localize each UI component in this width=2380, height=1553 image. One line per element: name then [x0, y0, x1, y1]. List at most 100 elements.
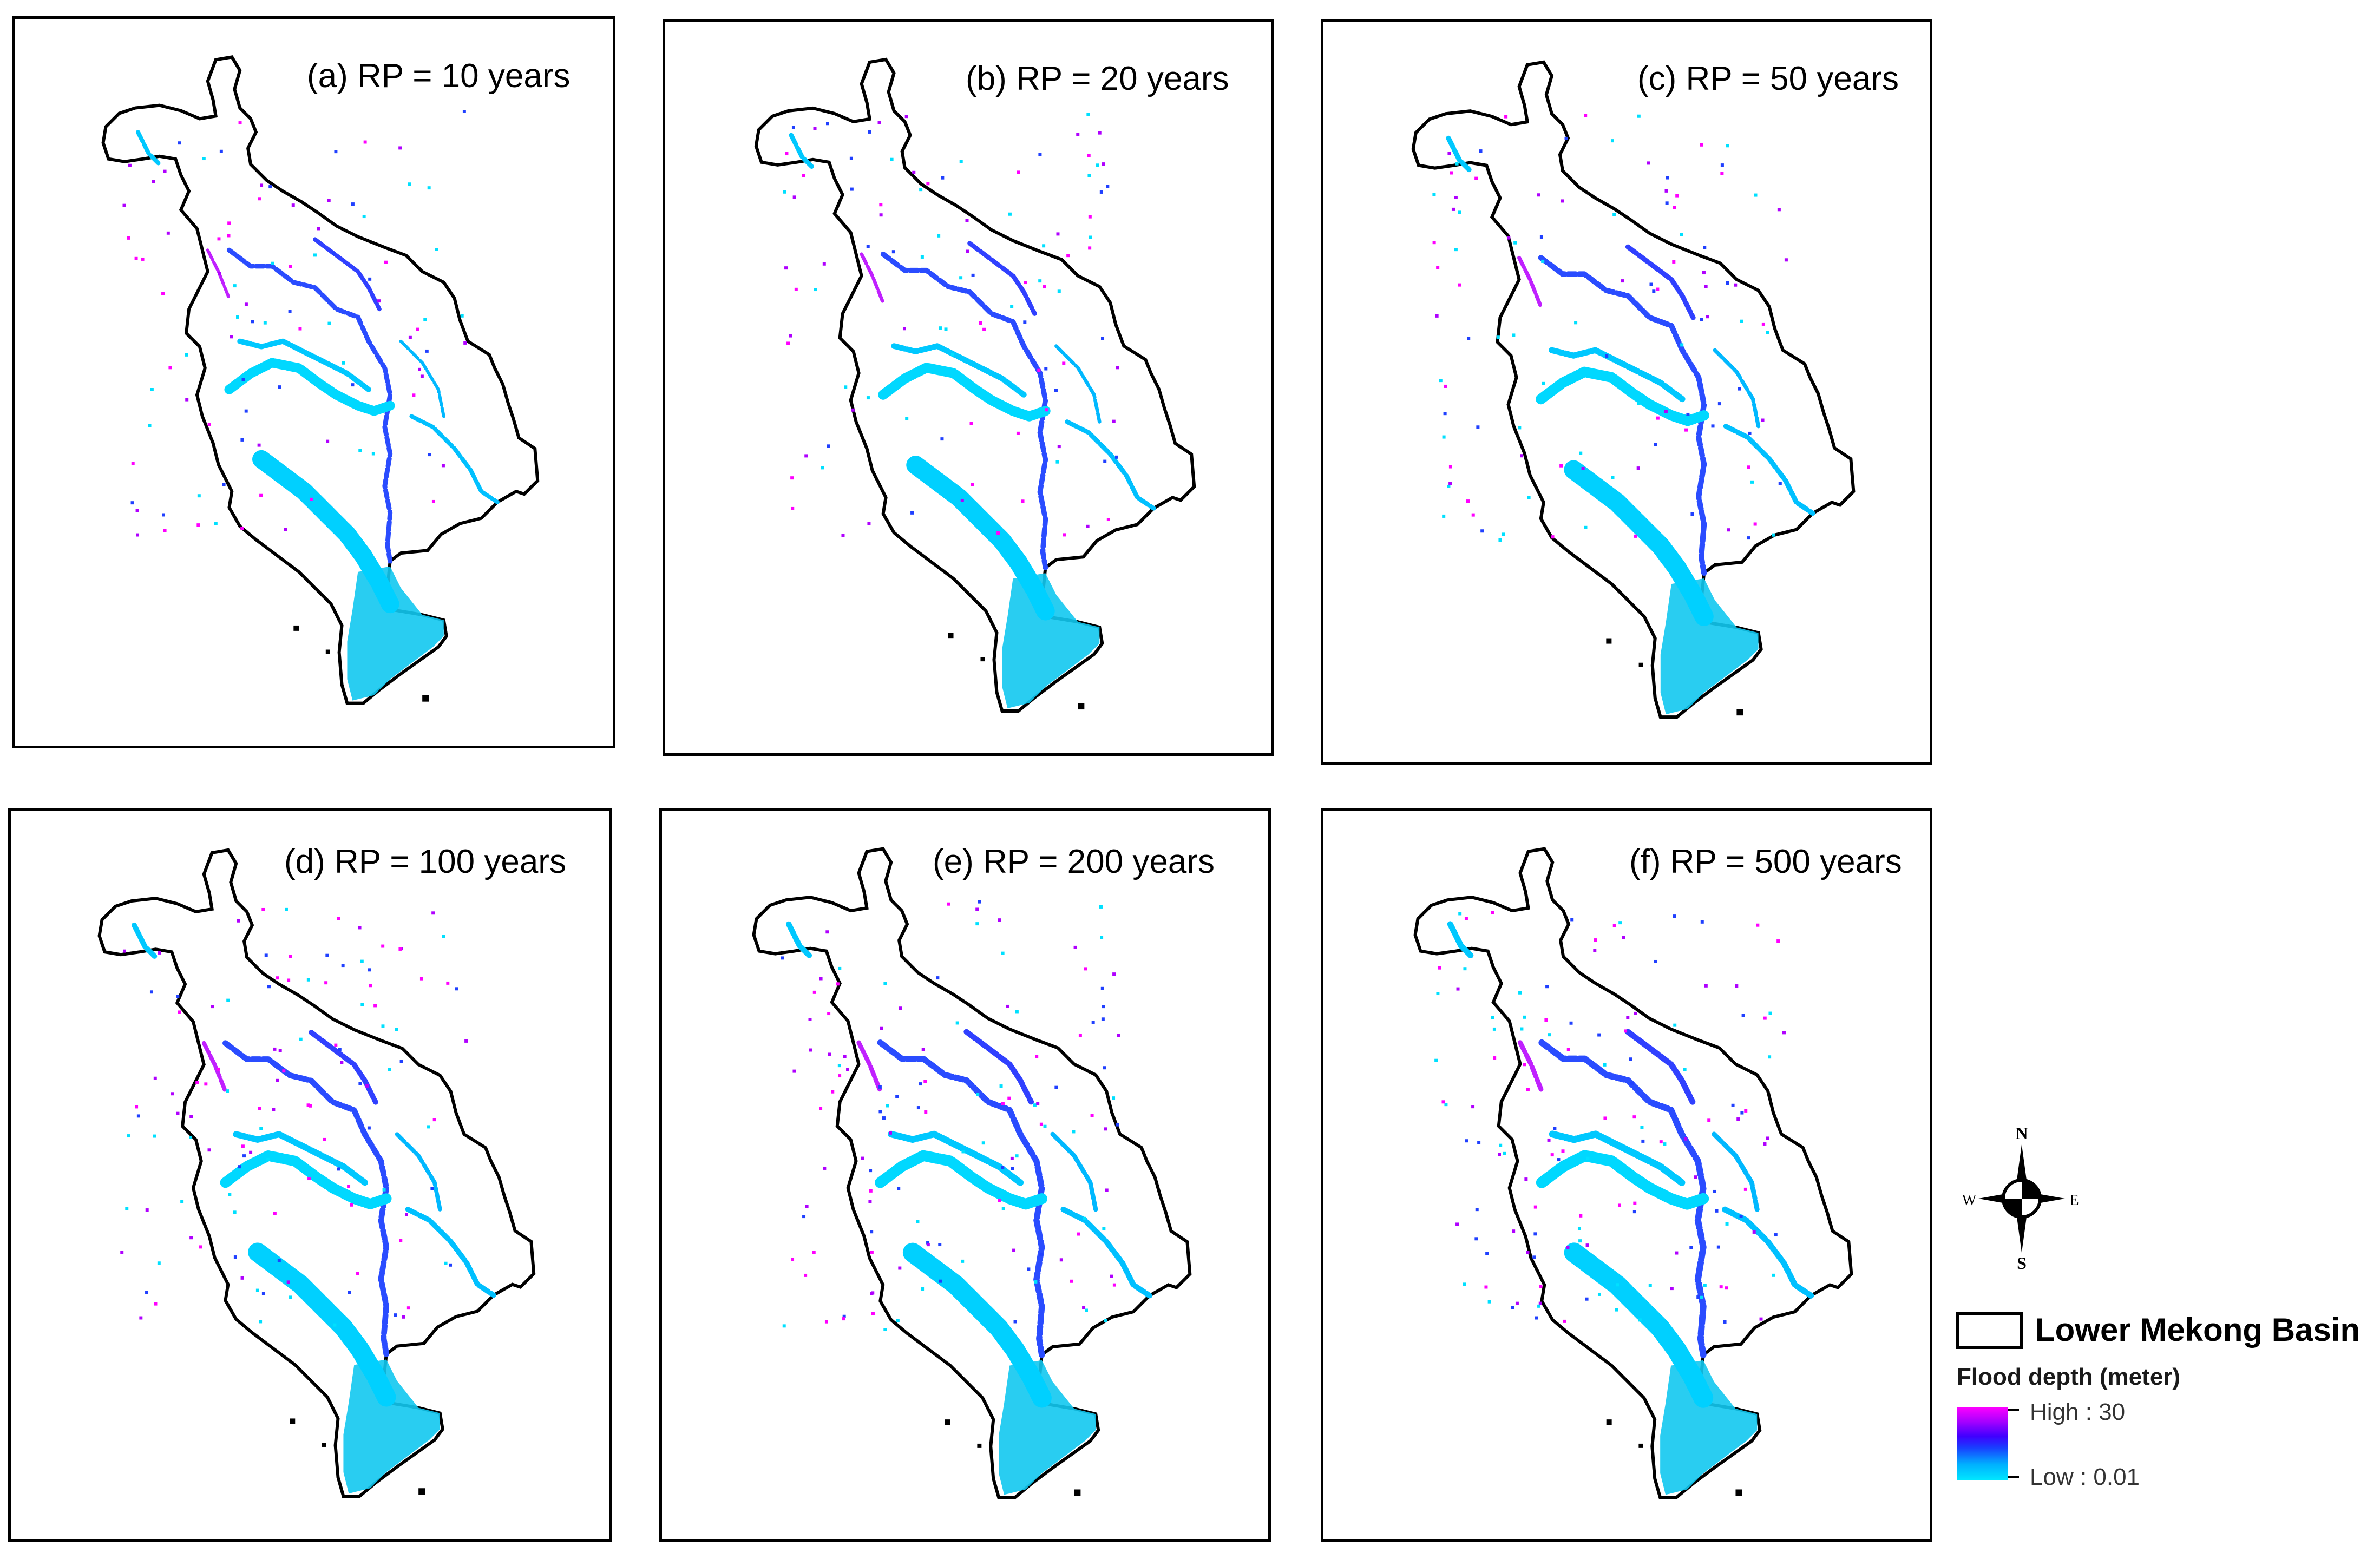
- flood-pixel: [358, 449, 362, 452]
- flood-pixel: [805, 1205, 809, 1208]
- flood-pixel: [1526, 1251, 1530, 1254]
- flood-pixel: [912, 170, 916, 174]
- flood-pixel: [180, 1200, 184, 1203]
- flood-channel: [1722, 1206, 1814, 1299]
- flood-pixel: [1104, 1319, 1107, 1322]
- flood-pixel: [428, 453, 431, 457]
- flood-channel: [313, 237, 382, 312]
- flood-pixel: [1054, 1085, 1058, 1089]
- flood-pixel: [1542, 381, 1545, 385]
- flood-pixel: [373, 1004, 377, 1008]
- flood-pixel: [273, 1212, 277, 1215]
- flood-pixel: [1726, 281, 1729, 285]
- flood-pixel: [1766, 1136, 1769, 1140]
- flood-pixel: [1719, 1285, 1723, 1289]
- flood-pixel: [1566, 1246, 1570, 1249]
- flood-pixel: [141, 257, 145, 261]
- flood-pixel: [286, 1280, 290, 1284]
- flood-pixel: [1439, 379, 1443, 383]
- flood-pixel: [377, 299, 381, 303]
- flood-pixel: [842, 1314, 846, 1318]
- flood-pixel: [919, 188, 923, 192]
- flood-pixel: [1101, 1017, 1105, 1021]
- flood-pixel: [1683, 1068, 1687, 1071]
- flood-pixel: [306, 1103, 310, 1107]
- flood-pixel: [1673, 1023, 1677, 1027]
- flood-pixel: [971, 483, 974, 486]
- flood-pixel: [1116, 1123, 1119, 1127]
- flood-pixel: [1577, 1227, 1581, 1230]
- flood-pixel: [1720, 163, 1724, 167]
- flood-pixel: [1451, 207, 1455, 211]
- flood-pixel: [1037, 368, 1041, 372]
- flood-pixel: [332, 252, 336, 255]
- flood-pixel: [178, 1010, 181, 1014]
- flood-pixel: [1501, 532, 1505, 536]
- flood-pixel: [1001, 1102, 1005, 1105]
- flood-pixel: [940, 437, 944, 441]
- flood-pixel: [1649, 282, 1653, 286]
- flood-pixel: [836, 982, 840, 986]
- flood-pixel: [1663, 1142, 1667, 1146]
- flood-pixel: [998, 918, 1001, 922]
- flood-pixel: [843, 1055, 847, 1058]
- flood-pixel: [1499, 1143, 1503, 1147]
- flood-pixel: [1561, 1149, 1565, 1153]
- flood-pixel: [827, 1012, 831, 1016]
- flood-pixel: [1455, 162, 1459, 166]
- flood-pixel: [1700, 318, 1703, 321]
- flood-pixel: [1634, 534, 1637, 538]
- flood-pixel: [398, 947, 402, 951]
- flood-channel: [1549, 1130, 1686, 1186]
- flood-pixel: [1511, 1306, 1514, 1309]
- flood-pixel: [889, 1131, 893, 1135]
- flood-pixel: [125, 1207, 129, 1210]
- flood-pixel: [866, 245, 870, 248]
- flood-pixel: [1744, 1109, 1748, 1113]
- flood-pixel: [1485, 1252, 1489, 1255]
- flood-pixel: [222, 483, 226, 486]
- flood-channel: [222, 1040, 390, 1357]
- flood-pixel: [1441, 1100, 1445, 1104]
- flood-pixel: [1526, 1088, 1530, 1091]
- flood-pixel: [1498, 1153, 1502, 1156]
- flood-pixel: [1630, 1081, 1634, 1085]
- flood-pixel: [237, 919, 240, 923]
- flood-pixel: [358, 1082, 362, 1085]
- flood-pixel: [1103, 1066, 1106, 1070]
- flood-pixel: [896, 1319, 900, 1322]
- flood-pixel: [883, 982, 887, 985]
- flood-pixel: [1466, 499, 1470, 503]
- flood-pixel: [462, 110, 466, 114]
- flood-pixel: [1675, 194, 1679, 198]
- flood-channel: [409, 414, 500, 504]
- flood-pixel: [1738, 387, 1741, 391]
- flood-pixel: [259, 1320, 263, 1324]
- flood-pixel: [1700, 1295, 1703, 1299]
- flood-pixel: [1664, 189, 1668, 193]
- flood-pixel: [420, 374, 424, 378]
- flood-pixel: [879, 213, 883, 217]
- delta-flood-area: [343, 1359, 440, 1494]
- flood-pixel: [1085, 1308, 1089, 1312]
- flood-pixel: [337, 1167, 340, 1171]
- flood-pixel: [423, 318, 427, 321]
- flood-pixel: [1504, 115, 1508, 119]
- flood-pixel: [1612, 213, 1616, 216]
- flood-pixel: [347, 1185, 351, 1188]
- flood-pixel: [227, 234, 231, 238]
- flood-pixel: [1448, 465, 1452, 469]
- flood-pixel: [1637, 114, 1641, 118]
- flood-pixel: [1083, 1216, 1086, 1220]
- flood-pixel: [363, 140, 367, 144]
- flood-pixel: [1465, 1139, 1468, 1143]
- map-panel-a: (a) RP = 10 years: [12, 16, 615, 748]
- flood-pixel: [1731, 1103, 1735, 1107]
- flood-pixel: [1624, 1029, 1628, 1033]
- flood-pixel: [1001, 951, 1005, 955]
- flood-pixel: [382, 1188, 386, 1192]
- flood-channel: [201, 1041, 228, 1094]
- flood-pixel: [259, 493, 263, 497]
- flood-pixel: [369, 984, 372, 988]
- island-mark: [1074, 1489, 1081, 1496]
